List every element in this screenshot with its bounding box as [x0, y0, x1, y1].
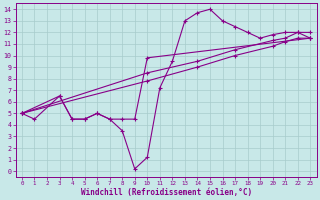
X-axis label: Windchill (Refroidissement éolien,°C): Windchill (Refroidissement éolien,°C)	[81, 188, 252, 197]
